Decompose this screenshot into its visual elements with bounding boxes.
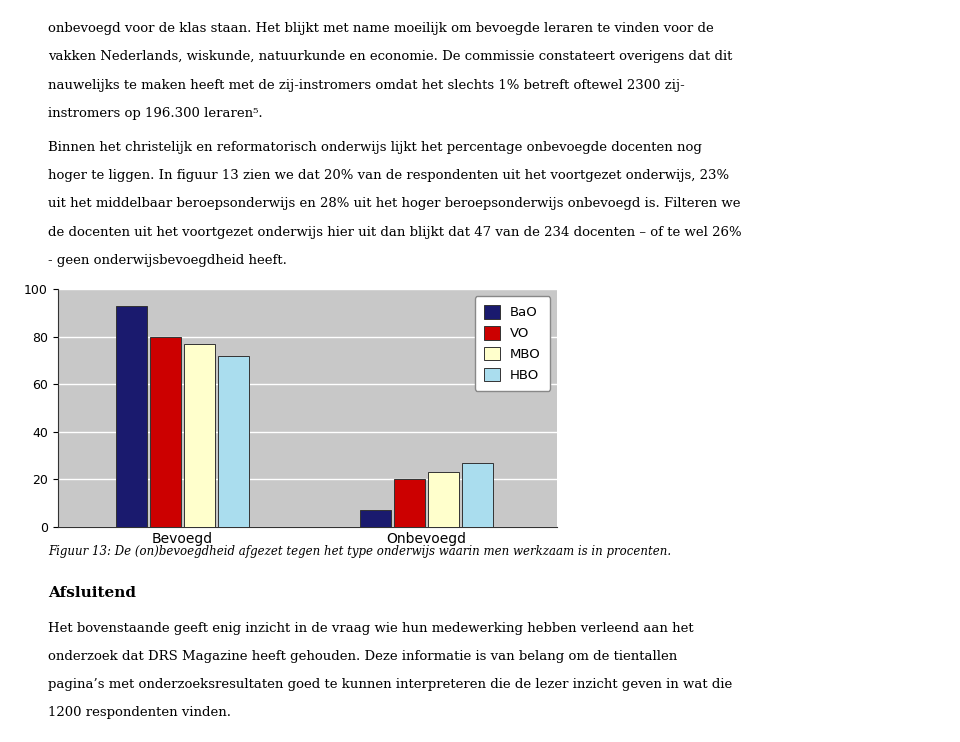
Text: Figuur 13: De (on)bevoegdheid afgezet tegen het type onderwijs waarin men werkza: Figuur 13: De (on)bevoegdheid afgezet te… [48,545,671,559]
Text: Het bovenstaande geeft enig inzicht in de vraag wie hun medewerking hebben verle: Het bovenstaande geeft enig inzicht in d… [48,622,694,635]
Text: nauwelijks te maken heeft met de zij-instromers omdat het slechts 1% betreft oft: nauwelijks te maken heeft met de zij-ins… [48,79,684,92]
Text: Afsluitend: Afsluitend [48,586,136,600]
Legend: BaO, VO, MBO, HBO: BaO, VO, MBO, HBO [474,296,550,391]
Bar [428,472,459,527]
Text: pagina’s met onderzoeksresultaten goed te kunnen interpreteren die de lezer inzi: pagina’s met onderzoeksresultaten goed t… [48,678,732,692]
Bar [360,510,391,527]
Bar [150,337,181,527]
Text: hoger te liggen. In figuur 13 zien we dat 20% van de respondenten uit het voortg: hoger te liggen. In figuur 13 zien we da… [48,169,730,183]
Text: de docenten uit het voortgezet onderwijs hier uit dan blijkt dat 47 van de 234 d: de docenten uit het voortgezet onderwijs… [48,226,742,239]
Text: uit het middelbaar beroepsonderwijs en 28% uit het hoger beroepsonderwijs onbevo: uit het middelbaar beroepsonderwijs en 2… [48,197,740,211]
Text: onderzoek dat DRS Magazine heeft gehouden. Deze informatie is van belang om de t: onderzoek dat DRS Magazine heeft gehoude… [48,650,677,663]
Text: vakken Nederlands, wiskunde, natuurkunde en economie. De commissie constateert o: vakken Nederlands, wiskunde, natuurkunde… [48,50,732,64]
Bar [116,306,147,527]
Text: onbevoegd voor de klas staan. Het blijkt met name moeilijk om bevoegde leraren t: onbevoegd voor de klas staan. Het blijkt… [48,22,713,36]
Bar [394,479,425,527]
Bar [462,463,493,527]
Text: - geen onderwijsbevoegdheid heeft.: - geen onderwijsbevoegdheid heeft. [48,254,287,267]
Bar [218,356,249,527]
Text: instromers op 196.300 leraren⁵.: instromers op 196.300 leraren⁵. [48,107,263,120]
Text: 1200 respondenten vinden.: 1200 respondenten vinden. [48,706,231,720]
Text: Binnen het christelijk en reformatorisch onderwijs lijkt het percentage onbevoeg: Binnen het christelijk en reformatorisch… [48,141,702,154]
Bar [183,344,215,527]
